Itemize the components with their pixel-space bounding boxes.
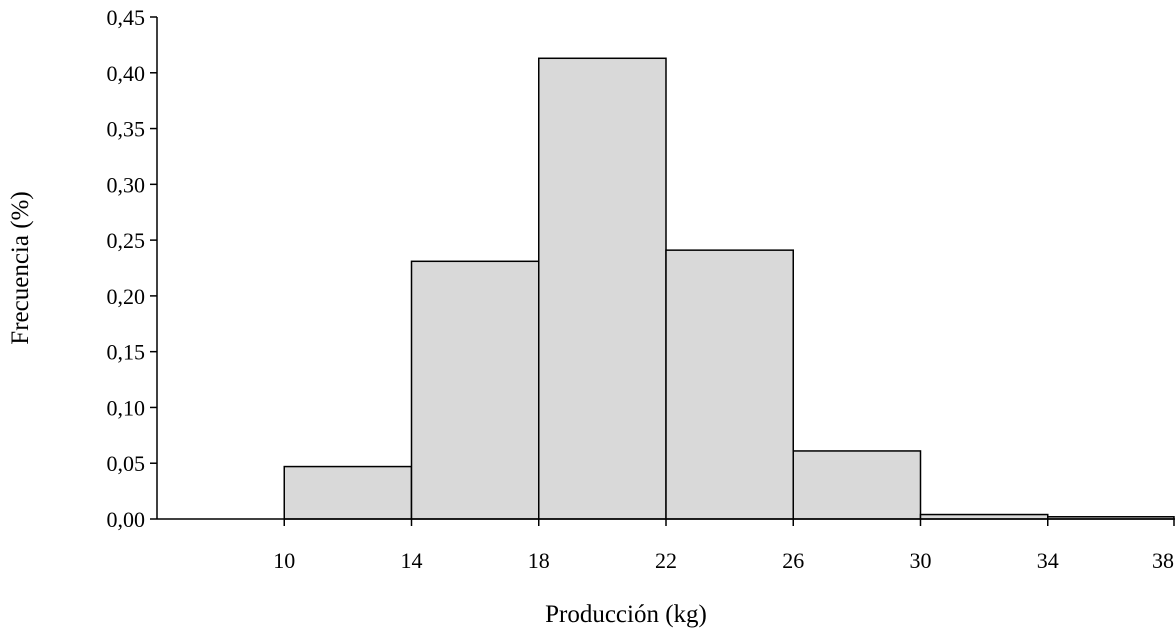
x-tick-label: 22 xyxy=(655,548,677,573)
y-axis-title: Frecuencia (%) xyxy=(7,191,34,344)
x-tick-label: 30 xyxy=(910,548,932,573)
y-tick-label: 0,35 xyxy=(107,117,146,142)
y-tick-label: 0,05 xyxy=(107,451,146,476)
y-tick-label: 0,45 xyxy=(107,5,146,30)
histogram-bar-26-30 xyxy=(792,450,922,520)
x-ticks-group: 10 14 18 22 26 30 34 38 xyxy=(273,519,1175,573)
y-tick-label: 0,30 xyxy=(107,172,146,197)
y-tick-label: 0,25 xyxy=(107,228,146,253)
y-tick-label: 0,15 xyxy=(107,340,146,365)
x-tick-label: 18 xyxy=(528,548,550,573)
bars-group xyxy=(283,57,1175,520)
y-tick-label: 0,10 xyxy=(107,395,146,420)
histogram-bar-18-22 xyxy=(538,57,667,520)
x-axis-title: Producción (kg) xyxy=(545,601,707,628)
y-tick-label: 0,00 xyxy=(107,507,146,532)
x-tick-label: 26 xyxy=(782,548,804,573)
x-tick-label: 38 xyxy=(1152,548,1174,573)
y-tick-label: 0,20 xyxy=(107,284,146,309)
histogram-bar-22-26 xyxy=(665,249,794,520)
histogram-bar-14-18 xyxy=(410,260,540,520)
y-tick-label: 0,40 xyxy=(107,61,146,86)
x-tick-label: 10 xyxy=(273,548,295,573)
x-tick-label: 14 xyxy=(401,548,423,573)
histogram-bar-10-14 xyxy=(283,465,413,520)
x-tick-label: 34 xyxy=(1037,548,1059,573)
y-ticks-group: 0,00 0,05 0,10 0,15 0,20 0,25 0,30 0,35 0,40 0,45 xyxy=(107,5,157,532)
